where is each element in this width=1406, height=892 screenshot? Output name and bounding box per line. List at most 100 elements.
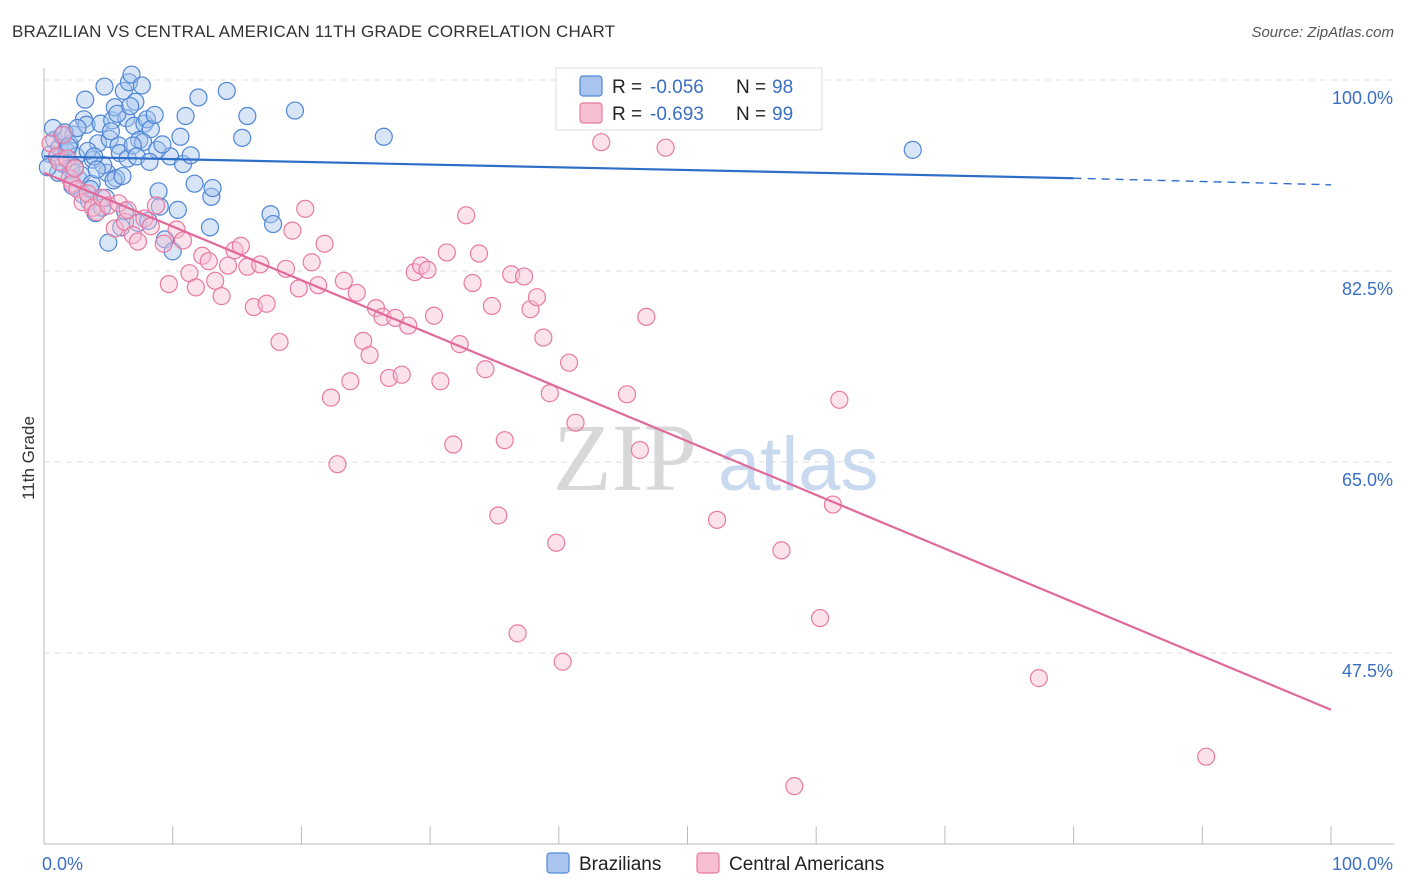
central-american-point-92 [656,138,675,157]
brazilian-point-97 [217,81,236,101]
brazilian-point-42 [132,76,151,95]
central-american-point-82 [534,328,553,347]
x-tick-label-1: 100.0% [1332,854,1393,874]
brazilian-point-84 [123,136,142,155]
brazilian-point-93 [87,160,106,179]
brazilian-point-69 [200,218,220,237]
central-american-point-99 [1197,747,1216,766]
central-american-point-33 [212,287,231,306]
central-american-point-79 [514,267,534,286]
central-american-point-71 [463,273,482,293]
brazilian-point-58 [185,174,204,193]
legend-r-label-2: R = [612,104,642,125]
brazilian-point-56 [176,106,195,126]
y-tick-labels: 47.5% 65.0% 82.5% 100.0% [1332,88,1393,681]
central-american-point-15 [105,219,124,238]
trend-line-brazilians [43,155,1074,180]
central-american-point-60 [392,365,411,384]
legend-n-value-2: 99 [772,104,793,125]
central-american-point-78 [508,624,527,643]
brazilian-point-33 [114,81,133,101]
central-american-point-49 [321,388,341,407]
brazilian-point-63 [238,106,257,126]
y-axis-title: 11th Grade [19,416,38,500]
central-american-point-81 [527,288,547,307]
central-american-point-75 [489,506,508,525]
source-label: Source: ZipAtlas.com [1251,24,1394,41]
central-american-point-34 [218,256,238,275]
bottom-legend: Brazilians Central Americans [546,852,884,875]
central-american-point-3 [54,125,73,144]
brazilian-point-54 [171,127,190,146]
trend-line-brazilians-extension [1073,177,1332,186]
central-american-point-95 [810,608,830,628]
y-tick-label-1: 65.0% [1342,470,1393,490]
brazilian-point-66 [285,101,305,120]
central-american-point-73 [476,360,495,379]
central-american-point-68 [444,435,463,454]
central-american-point-31 [199,252,218,271]
legend-n-label-1: N = [736,77,766,98]
bottom-legend-swatch-central-americans [696,852,720,874]
central-american-point-46 [302,253,321,272]
central-american-point-50 [328,455,347,474]
central-american-point-48 [315,234,334,253]
brazilian-point-31 [109,136,128,155]
central-american-point-20 [128,232,148,251]
brazilian-point-94 [101,122,121,141]
central-american-point-88 [592,133,611,152]
central-american-point-4 [58,149,77,168]
central-american-point-23 [146,196,166,215]
x-tick-label-0: 0.0% [42,854,83,874]
central-american-point-74 [482,296,501,316]
central-american-point-98 [1029,669,1048,688]
central-american-point-91 [637,307,656,326]
central-american-point-9 [73,193,92,212]
legend-swatch-pink [579,102,603,124]
chart-title: BRAZILIAN VS CENTRAL AMERICAN 11TH GRADE… [12,22,616,41]
central-american-point-25 [159,274,178,294]
central-american-point-40 [257,294,276,313]
central-american-point-89 [617,385,637,404]
central-american-point-93 [708,510,727,529]
brazilian-point-87 [153,135,172,154]
legend-box: R = -0.056 N = 98 R = -0.693 N = 99 [555,67,823,131]
brazilian-point-62 [233,128,252,147]
legend-r-label-1: R = [612,77,642,98]
central-american-point-64 [418,260,437,280]
x-tick-labels: 0.0% 100.0% [42,854,1393,874]
legend-r-value-1: -0.056 [650,77,704,98]
central-american-point-55 [360,345,379,365]
trend-line-central-americans [43,171,1332,711]
central-american-point-70 [457,206,476,225]
y-tick-label-0: 47.5% [1342,661,1393,681]
brazilian-point-59 [189,88,208,107]
central-american-point-53 [347,283,366,302]
series-central-americans-points [41,125,1216,796]
central-american-point-29 [186,278,205,297]
brazilian-point-24 [95,77,114,96]
central-american-point-85 [553,652,572,671]
central-american-point-84 [547,533,566,552]
brazilian-point-86 [140,152,159,171]
central-american-point-87 [566,413,585,432]
central-american-point-66 [431,372,450,391]
central-american-point-100 [785,777,804,796]
brazilian-point-35 [117,109,136,128]
bottom-legend-swatch-brazilians [546,852,570,874]
trend-lines [43,155,1332,711]
central-american-point-24 [154,234,173,253]
central-american-point-90 [630,440,649,460]
bottom-legend-central-americans: Central Americans [729,854,884,875]
axes [43,68,1394,845]
watermark: ZIP atlas [553,404,879,511]
central-american-point-67 [437,243,456,262]
brazilian-point-53 [168,200,187,219]
brazilian-point-68 [903,140,922,159]
central-american-point-52 [341,372,360,391]
brazilian-point-57 [181,146,200,165]
brazilian-point-15 [76,90,95,109]
central-american-point-27 [173,231,193,250]
central-american-point-43 [283,221,302,240]
legend-r-value-2: -0.693 [650,104,704,125]
